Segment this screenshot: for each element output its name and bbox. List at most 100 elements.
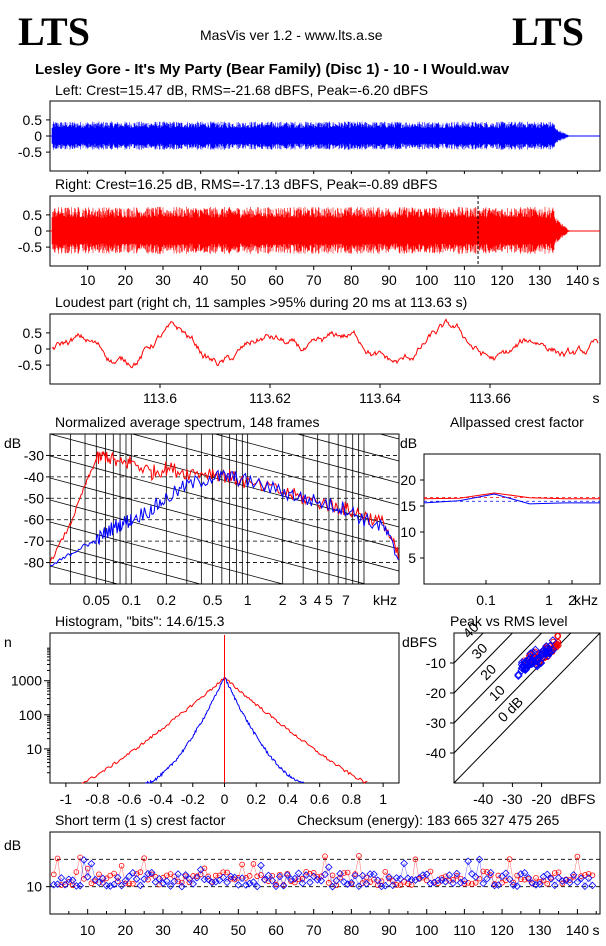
right-waveform-signal	[51, 206, 570, 254]
loudest-title: Loudest part (right ch, 11 samples >95% …	[55, 294, 468, 310]
short-crest-point-left	[328, 882, 337, 891]
short-crest-point-left	[566, 878, 574, 887]
spectrum-xtick-label: 5	[325, 592, 333, 608]
short-crest-point-left	[147, 868, 156, 877]
short-crest-point-right	[261, 876, 268, 883]
short-crest-point-left	[373, 876, 382, 885]
short-crest-point-right	[69, 882, 76, 889]
histogram-ylabel: n	[4, 634, 12, 650]
short-crest-point-left	[110, 880, 118, 889]
short-crest-point-left	[87, 859, 96, 868]
short-crest-point-left	[453, 869, 461, 878]
short-crest-ytick-label: 10	[26, 879, 42, 895]
histogram-xtick-label: 0	[221, 791, 229, 807]
short-crest-point-right	[386, 875, 392, 882]
histogram-xtick-label: -0.4	[149, 791, 173, 807]
short-crest-point-right	[322, 853, 328, 860]
right-waveform-xtick-label: 50	[231, 272, 247, 288]
short-crest-point-right	[374, 882, 381, 888]
spectrum-ytick-label: -30	[24, 447, 44, 463]
loudest-xtick-label: 113.62	[249, 390, 291, 406]
short-crest-point-right	[503, 877, 509, 884]
short-crest-point-left	[80, 856, 88, 864]
short-crest-point-left	[106, 882, 115, 890]
short-crest-point-right	[359, 880, 366, 886]
short-crest-point-left	[68, 876, 77, 885]
short-crest-xtick-label: 20	[118, 922, 134, 938]
peak-rms-point-left	[548, 636, 558, 645]
short-crest-xtick-label: 140	[566, 922, 590, 938]
short-crest-point-left	[505, 875, 514, 884]
loudest-xtick-label: 113.6	[143, 390, 177, 406]
peak-rms-crest-line	[454, 633, 514, 694]
spectrum-slope	[50, 302, 399, 395]
short-crest-xtick-label: 120	[490, 922, 514, 938]
loudest-ytick-label: 0.5	[23, 325, 43, 341]
short-crest-point-right	[310, 870, 317, 876]
peak-rms-ytick-label: -20	[426, 685, 446, 701]
short-crest-xtick-label: 60	[268, 922, 284, 938]
allpass-xtick-label: 2	[568, 592, 576, 608]
short-crest-point-left	[291, 874, 299, 883]
right-waveform-xtick-label: 140	[566, 272, 590, 288]
short-crest-point-left	[76, 881, 84, 890]
short-crest-point-left	[347, 879, 356, 887]
short-crest-point-left	[396, 874, 405, 883]
short-crest-point-left	[317, 876, 326, 885]
histogram-ytick-label: 10	[26, 741, 42, 757]
short-crest-point-right	[103, 875, 110, 882]
peak-rms-ytick-label: -30	[426, 715, 446, 731]
short-crest-point-left	[343, 880, 352, 888]
spectrum-ytick-label: -50	[24, 490, 44, 506]
loudest-frame	[49, 313, 601, 385]
logo-right: LTS	[512, 9, 584, 54]
short-crest-point-left	[211, 877, 220, 886]
short-crest-point-left	[162, 877, 171, 885]
short-crest-point-left	[321, 870, 329, 879]
peak-rms-xtick-label: -30	[502, 791, 522, 807]
allpass-title: Allpassed crest factor	[450, 414, 584, 430]
short-crest-point-left	[140, 875, 148, 883]
short-crest-point-left	[437, 876, 446, 885]
short-crest-xtick-label: 80	[344, 922, 360, 938]
spectrum-xtick-label: 7	[342, 592, 350, 608]
short-crest-point-right	[50, 871, 57, 878]
peak-rms-crest-line	[454, 633, 543, 724]
short-crest-point-left	[535, 880, 544, 888]
loudest-signal	[51, 318, 599, 369]
short-crest-point-right	[269, 872, 276, 879]
short-crest-point-right	[246, 873, 253, 879]
short-crest-point-left	[196, 865, 205, 874]
spectrum-ytick-label: -70	[24, 533, 44, 549]
short-crest-point-left	[362, 879, 371, 888]
peak-rms-crest-line	[454, 633, 484, 664]
short-crest-point-left	[132, 875, 141, 883]
short-crest-point-left	[588, 881, 597, 890]
short-crest-point-right	[292, 879, 298, 886]
short-crest-title: Short term (1 s) crest factor	[55, 812, 226, 828]
short-crest-point-left	[230, 873, 239, 882]
short-crest-point-left	[136, 881, 145, 890]
short-crest-point-right	[205, 873, 212, 880]
short-crest-point-left	[422, 870, 431, 879]
short-crest-point-right	[461, 880, 468, 887]
right-waveform-xtick-label: 10	[80, 272, 96, 288]
short-crest-point-right	[111, 870, 117, 877]
spectrum-frame	[49, 433, 400, 585]
right-waveform-xtick-label: 20	[118, 272, 134, 288]
short-crest-point-right	[491, 881, 498, 887]
peak-rms-point-left	[542, 642, 551, 651]
spectrum-title: Normalized average spectrum, 148 frames	[55, 414, 320, 430]
allpass-frame	[423, 453, 601, 585]
right-waveform-xtick-label: 110	[453, 272, 476, 288]
short-crest-xtick-label: 90	[381, 922, 397, 938]
short-crest-point-right	[469, 881, 475, 887]
peak-rms-xtick-label: -40	[473, 791, 493, 807]
loudest-xtick-label: 113.66	[469, 390, 511, 406]
short-crest-point-right	[250, 861, 257, 867]
histogram-xtick-label: 0.2	[246, 791, 266, 807]
spectrum-series-left	[50, 469, 399, 567]
short-crest-line-right	[53, 855, 593, 887]
right-waveform-title: Right: Crest=16.25 dB, RMS=-17.13 dBFS, …	[55, 176, 438, 192]
peak-rms-point-right	[554, 632, 561, 640]
